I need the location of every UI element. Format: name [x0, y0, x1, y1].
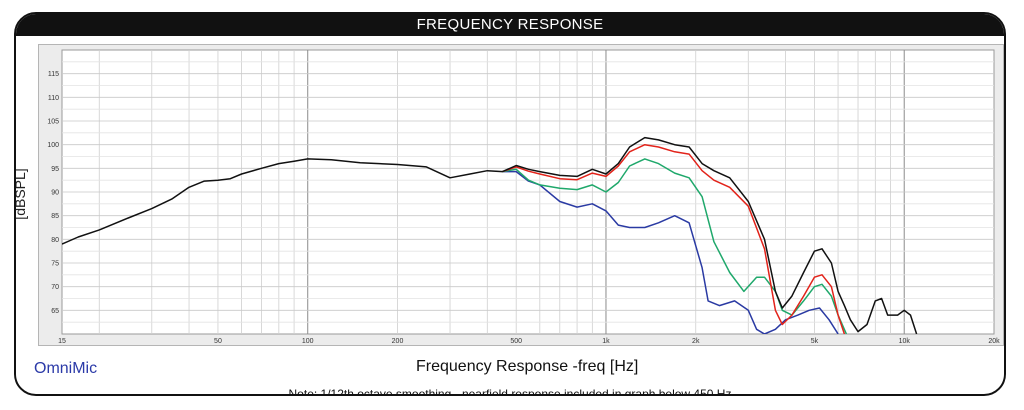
x-tick-label: 500 — [510, 338, 522, 345]
y-tick-label: 105 — [47, 119, 59, 126]
y-tick-label: 70 — [51, 284, 59, 291]
chart-frame: FREQUENCY RESPONSE 65 70 75 80 85 90 95 100 105 1… — [14, 12, 1006, 396]
x-tick-label: 15 — [58, 338, 66, 345]
x-tick-label: 20k — [988, 338, 1000, 345]
x-axis-label: Frequency Response -freq [Hz] — [416, 358, 639, 375]
series-line — [502, 170, 839, 334]
chart-title: FREQUENCY RESPONSE — [16, 14, 1004, 36]
y-axis-label: [dBSPL] — [14, 168, 28, 220]
series-line — [502, 143, 846, 334]
series-line — [502, 158, 848, 334]
y-tick-label: 115 — [48, 71, 59, 78]
x-tick-label: 50 — [214, 338, 222, 345]
brand-label: OmniMic — [34, 360, 98, 377]
y-tick-label: 100 — [47, 142, 59, 149]
series-line — [62, 136, 918, 334]
x-tick-label: 10k — [899, 338, 911, 345]
x-tick-label: 5k — [811, 338, 819, 345]
y-tick-label: 90 — [51, 190, 59, 197]
x-tick-label: 2k — [692, 338, 700, 345]
x-tick-label: 100 — [302, 338, 314, 345]
y-tick-label: 80 — [51, 237, 59, 244]
y-tick-label: 95 — [51, 166, 59, 173]
y-tick-label: 85 — [51, 213, 59, 220]
x-tick-label: 1k — [602, 338, 610, 345]
smoothing-note: Note: 1/12th octave smoothing - nearfiel… — [288, 387, 732, 396]
x-tick-label: 200 — [392, 338, 404, 345]
frequency-response-chart: 65 70 75 80 85 90 95 100 105 110 115 15 50 100 200 500 1… — [47, 49, 1000, 345]
y-tick-label: 65 — [51, 308, 59, 315]
y-tick-label: 110 — [48, 95, 59, 102]
y-tick-label: 75 — [51, 261, 59, 268]
